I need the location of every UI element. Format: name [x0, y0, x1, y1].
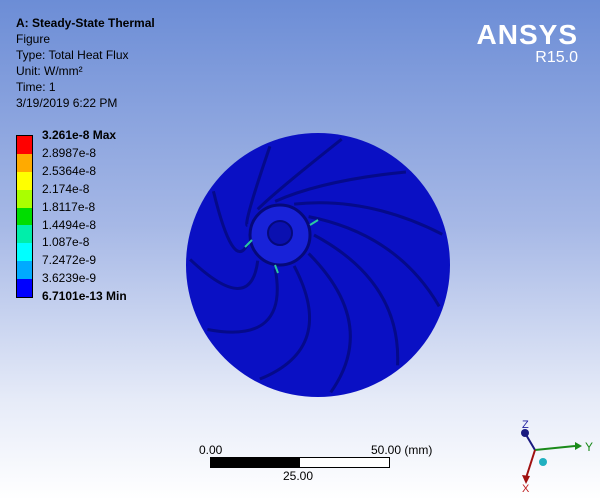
legend-label: 1.087e-8: [42, 235, 90, 250]
flux-highlights: [244, 219, 319, 274]
legend-label: 2.8987e-8: [42, 145, 97, 160]
result-time: Time: 1: [16, 80, 56, 94]
blade: [307, 252, 352, 394]
analysis-title: A: Steady-State Thermal: [16, 16, 155, 30]
scale-start: 0.00: [199, 443, 223, 457]
impeller-blades: [189, 138, 443, 394]
legend-swatch: [17, 171, 32, 190]
scale-mid: 25.00: [283, 469, 314, 483]
legend-swatch: [17, 261, 32, 280]
x-axis: [525, 449, 536, 479]
x-axis-arrow: [522, 475, 530, 484]
blade: [256, 138, 343, 211]
scale-ruler: [210, 457, 390, 468]
blade: [207, 268, 279, 334]
impeller-model[interactable]: [180, 125, 460, 405]
legend-swatch: [17, 189, 32, 208]
legend-label: 2.174e-8: [42, 181, 90, 196]
legend-swatch: [17, 225, 32, 244]
axis-triad[interactable]: Z Y X: [505, 420, 595, 495]
figure-label: Figure: [16, 32, 51, 46]
origin-sphere: [539, 458, 547, 466]
logo-name: ANSYS: [476, 19, 578, 50]
y-label: Y: [585, 440, 593, 454]
result-timestamp: 3/19/2019 6:22 PM: [16, 96, 118, 110]
result-type: Type: Total Heat Flux: [16, 48, 129, 62]
blade: [308, 215, 441, 308]
hub-bore: [267, 220, 293, 246]
result-header: A: Steady-State Thermal Figure Type: Tot…: [16, 15, 155, 111]
legend-label: 1.8117e-8: [42, 199, 96, 214]
legend-label: 3.261e-8 Max: [42, 128, 117, 142]
blade: [313, 233, 400, 366]
legend-swatch: [17, 243, 32, 262]
z-axis-tip: [521, 429, 529, 437]
x-label: X: [522, 483, 530, 495]
legend-label: 3.6239e-9: [42, 271, 97, 286]
y-axis: [534, 445, 576, 451]
legend-label: 1.4494e-8: [42, 217, 97, 232]
blade: [274, 170, 407, 203]
legend-swatch: [17, 153, 32, 172]
blade: [259, 265, 311, 381]
blade: [293, 201, 443, 236]
blade: [245, 145, 272, 227]
scale-end: 50.00 (mm): [371, 443, 433, 457]
legend-swatch: [17, 207, 32, 226]
logo-version: R15.0: [535, 49, 578, 66]
result-unit: Unit: W/mm²: [16, 64, 83, 78]
blade: [211, 190, 249, 253]
legend-label: 2.5364e-8: [42, 163, 97, 178]
y-axis-arrow: [575, 442, 582, 450]
blade: [189, 258, 260, 290]
legend-label: 6.7101e-13 Min: [42, 289, 127, 304]
z-label: Z: [522, 420, 529, 431]
color-legend-bar: [16, 135, 33, 299]
ansys-logo: ANSYS R15.0: [477, 20, 578, 66]
legend-swatch: [17, 136, 32, 154]
legend-swatch: [17, 279, 32, 298]
legend-label: 7.2472e-9: [42, 253, 97, 268]
